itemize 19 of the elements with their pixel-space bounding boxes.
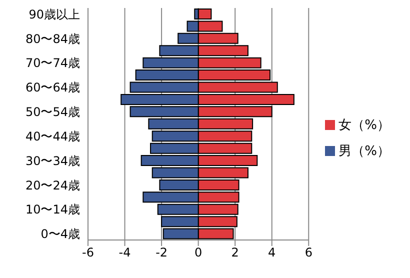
x-tick-label: 4 <box>268 246 276 260</box>
y-tick-label: 30〜34歳 <box>25 154 80 168</box>
x-tick-label: -2 <box>156 246 168 260</box>
x-tick-label: 0 <box>194 246 202 260</box>
y-tick-label: 0〜4歳 <box>40 227 80 242</box>
y-tick-label: 50〜54歳 <box>25 105 80 120</box>
legend-label: 女（%） <box>338 118 390 133</box>
x-tick-label: 6 <box>304 246 312 260</box>
y-tick-label: 60〜64歳 <box>25 80 80 95</box>
y-tick-label: 70〜74歳 <box>25 56 80 70</box>
y-tick-label: 20〜24歳 <box>25 178 80 192</box>
x-tick-label: -6 <box>82 246 94 260</box>
y-tick-label: 40〜44歳 <box>25 129 80 144</box>
x-tick-label: -4 <box>118 246 131 260</box>
x-tick-label: 2 <box>231 246 239 260</box>
y-tick-label: 80〜84歳 <box>25 32 80 46</box>
legend-label: 男（%） <box>338 144 390 159</box>
y-tick-label: 10〜14歳 <box>25 202 80 217</box>
y-tick-label: 90歳以上 <box>28 7 80 22</box>
